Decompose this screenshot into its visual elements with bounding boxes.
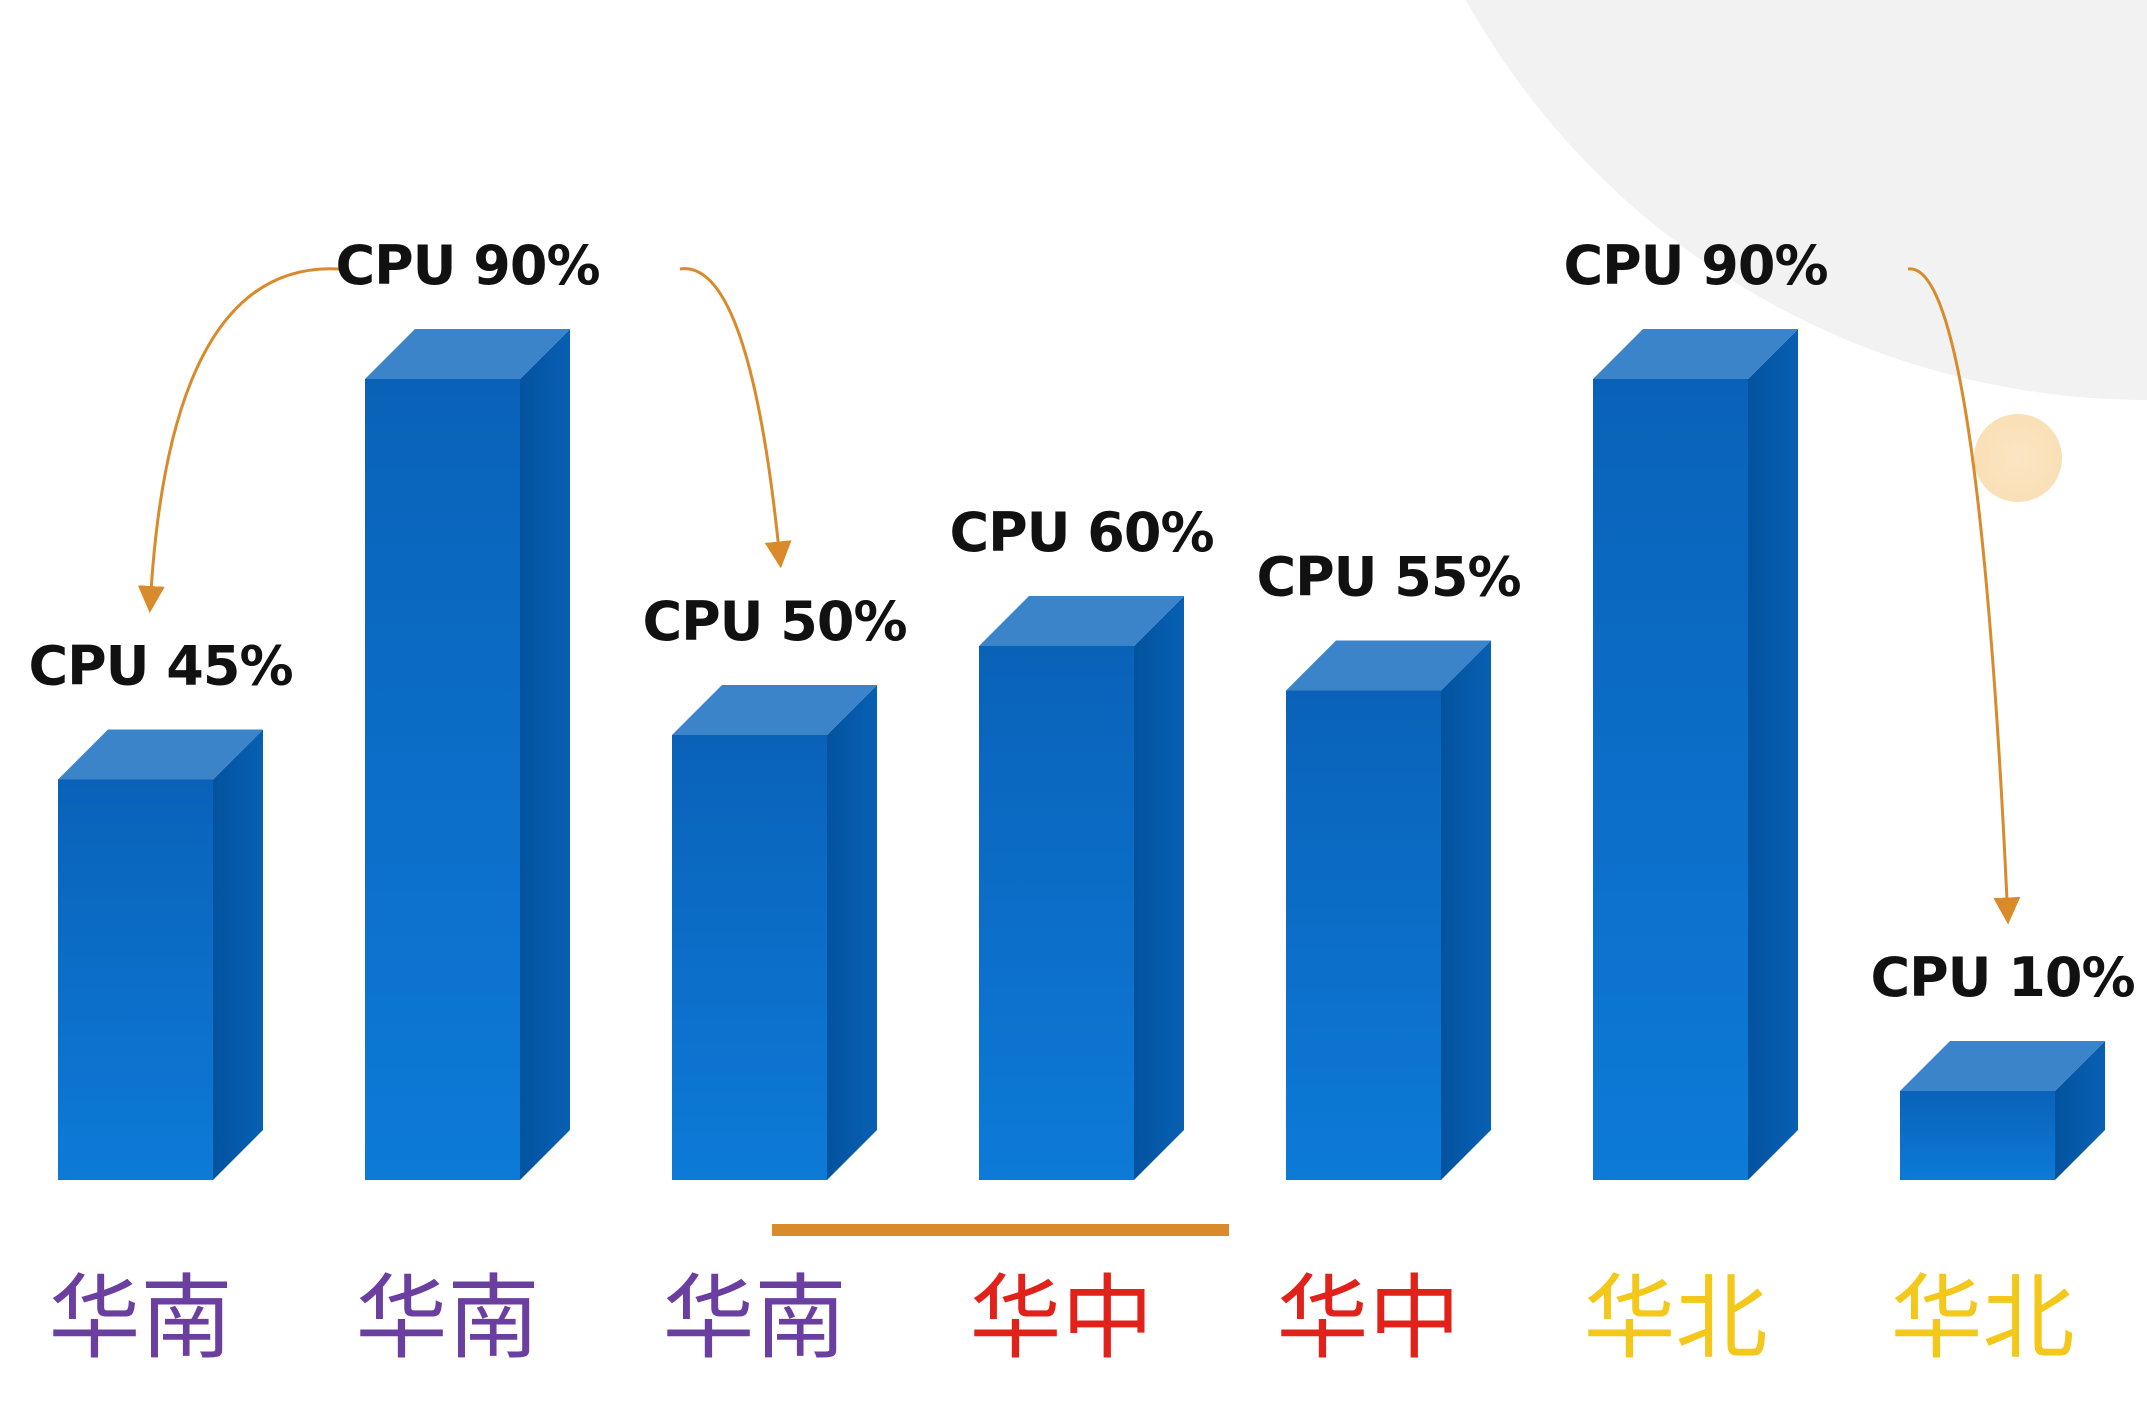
- background-decoration: [1465, 0, 2147, 502]
- curved-arrow: [679, 267, 792, 569]
- bar: [1900, 1041, 2105, 1180]
- category-label: 华北: [1890, 1265, 2074, 1372]
- bar-side: [1441, 640, 1491, 1180]
- bar-top: [365, 329, 570, 379]
- bar-side: [2055, 1041, 2105, 1180]
- category-label: 华北: [1583, 1265, 1767, 1372]
- annotations: [137, 267, 2021, 1236]
- data-label: CPU 90%: [335, 234, 599, 297]
- value-labels: CPU 45% CPU 90% CPU 50% CPU 60% CPU 55% CPU 9…: [28, 234, 2135, 1009]
- data-label: CPU 10%: [1870, 946, 2134, 1009]
- bar-side: [1134, 596, 1184, 1180]
- bar: [979, 596, 1184, 1180]
- decorative-quarter-circle: [1465, 0, 2147, 400]
- bar-side: [1748, 329, 1798, 1180]
- bar-front: [58, 779, 213, 1180]
- bar: [1593, 329, 1798, 1180]
- data-label: CPU 50%: [642, 590, 906, 653]
- bar: [1286, 640, 1491, 1180]
- bar-front: [672, 735, 827, 1180]
- bar: [365, 329, 570, 1180]
- category-label: 华南: [48, 1265, 232, 1372]
- curved-arrow: [1907, 267, 2021, 925]
- bar-side: [827, 685, 877, 1180]
- category-labels: 华南 华南 华南 华中 华中 华北 华北: [48, 1265, 2074, 1372]
- bar-top: [58, 729, 263, 780]
- bar-top: [1593, 329, 1798, 379]
- curved-arrow: [137, 267, 341, 613]
- bars: [58, 329, 2105, 1180]
- bar-side: [213, 729, 263, 1180]
- category-label: 华南: [355, 1265, 539, 1372]
- decorative-dot: [1974, 414, 2062, 502]
- category-label: 华中: [1276, 1265, 1460, 1372]
- bar: [58, 729, 263, 1180]
- bar-front: [1593, 379, 1748, 1180]
- bar: [672, 685, 877, 1180]
- bar-top: [672, 685, 877, 735]
- bar-front: [979, 646, 1134, 1180]
- bar-top: [1286, 640, 1491, 691]
- data-label: CPU 60%: [949, 501, 1213, 564]
- bar-top: [1900, 1041, 2105, 1091]
- bar-front: [1900, 1091, 2055, 1180]
- bar-front: [365, 379, 520, 1180]
- bar-side: [520, 329, 570, 1180]
- category-label: 华南: [662, 1265, 846, 1372]
- data-label: CPU 90%: [1563, 234, 1827, 297]
- bar-top: [979, 596, 1184, 646]
- data-label: CPU 55%: [1256, 546, 1520, 609]
- data-label: CPU 45%: [28, 635, 292, 698]
- category-label: 华中: [969, 1265, 1153, 1372]
- bar-front: [1286, 690, 1441, 1180]
